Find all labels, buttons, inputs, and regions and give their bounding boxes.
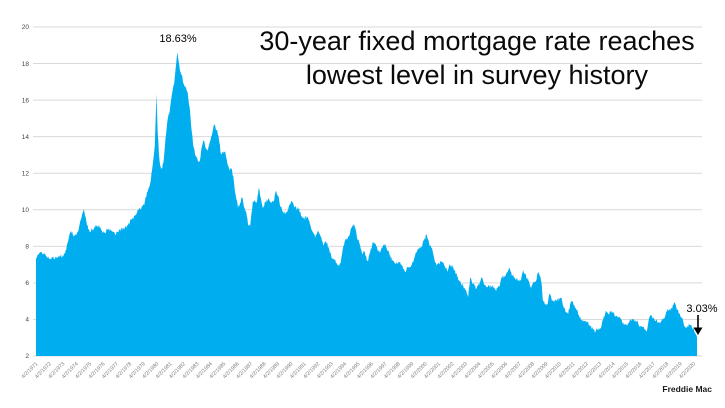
chart-title-line1: 30-year fixed mortgage rate reaches: [259, 26, 695, 56]
y-axis-tick-label: 10: [22, 207, 30, 214]
y-axis-tick-label: 18: [22, 61, 30, 68]
source-attribution: Freddie Mac: [662, 384, 712, 394]
y-axis-tick-label: 8: [25, 244, 29, 251]
peak-rate-annotation: 18.63%: [159, 33, 197, 45]
chart-title: 30-year fixed mortgage rate reaches lowe…: [222, 24, 725, 92]
low-rate-annotation: 3.03%: [686, 303, 718, 315]
y-axis-tick-label: 6: [25, 280, 29, 287]
down-arrow-icon: [693, 315, 703, 335]
y-axis-tick-label: 14: [22, 134, 30, 141]
x-axis-tick-labels: 4/2/19714/2/19724/2/19734/2/19744/2/1975…: [21, 361, 697, 380]
y-axis-tick-label: 20: [22, 24, 30, 31]
chart-title-line2: lowest level in survey history: [305, 60, 649, 90]
y-axis-tick-label: 12: [22, 170, 30, 177]
y-axis-tick-labels: 2 4 6 8 10 12 14 16 18 20: [22, 24, 30, 360]
y-axis-tick-label: 4: [25, 317, 29, 324]
y-axis-tick-label: 16: [22, 97, 30, 104]
y-axis-tick-label: 2: [25, 353, 29, 360]
rate-area-series: [36, 52, 697, 356]
